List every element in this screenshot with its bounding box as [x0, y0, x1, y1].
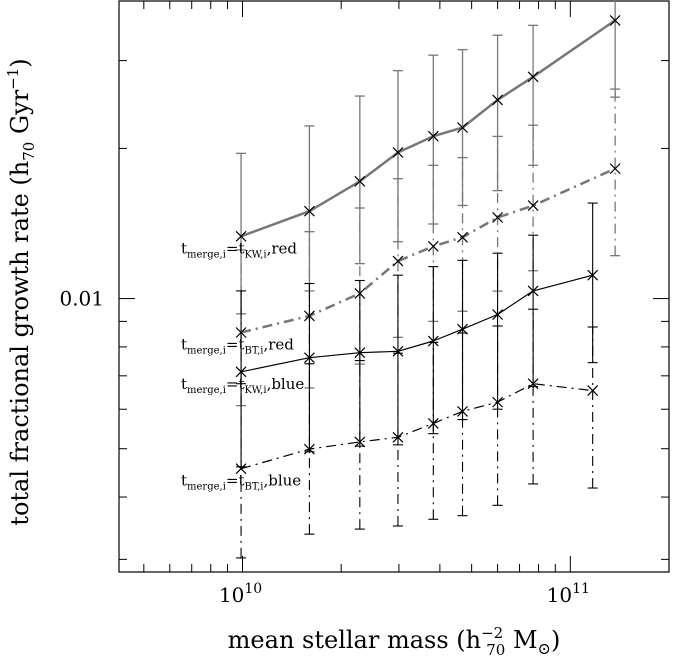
label-prefix: t	[181, 375, 187, 393]
y-axis-title: total fractional growth rate (h70 Gyr−1)	[4, 58, 38, 525]
kw-blue-line	[240, 274, 593, 373]
kw-blue-point	[587, 269, 599, 281]
label-suffix: ,red	[263, 335, 294, 353]
bt-blue-point	[527, 378, 539, 390]
label-prefix: t	[181, 335, 187, 353]
data-markers	[235, 15, 621, 475]
kw-red-line	[240, 19, 616, 238]
label-suffix: ,blue	[267, 375, 305, 393]
bt-red-point	[609, 163, 621, 175]
bt-red-point	[392, 255, 404, 267]
x-axis-base: mean stellar mass (h	[228, 626, 481, 654]
y-tick-label: 0.01	[59, 287, 104, 311]
kw-red-point	[354, 175, 366, 187]
bt-blue-line	[240, 383, 593, 470]
y-axis-sup: −1	[4, 68, 22, 90]
bt-blue-point	[303, 443, 315, 455]
bt-blue-point	[492, 396, 504, 408]
label-eq-sub: KW,i	[245, 249, 267, 260]
y-axis-close: )	[6, 58, 34, 67]
kw-blue-label: tmerge,i=tKW,i,blue	[181, 375, 304, 396]
label-eq-sub: BT,i	[245, 482, 264, 493]
label-prefix-sub: merge,i	[187, 249, 226, 260]
kw-red-point	[609, 15, 621, 26]
label-prefix-sub: merge,i	[187, 345, 226, 356]
bt-blue-point	[235, 463, 247, 475]
x-tick-mantissa: 10	[219, 583, 244, 607]
kw-blue-point	[527, 285, 539, 297]
label-eq: =t	[226, 335, 245, 353]
bt-red-point	[527, 200, 539, 212]
x-tick-mantissa: 10	[547, 583, 572, 607]
x-axis-close: )	[551, 626, 560, 654]
kw-red-point	[457, 122, 468, 134]
bt-blue-point	[354, 436, 366, 448]
x-axis-sub: 70	[486, 641, 505, 658]
bt-red-point	[492, 212, 504, 223]
label-eq-sub: BT,i	[245, 345, 264, 356]
kw-blue-point	[457, 323, 468, 335]
kw-blue-point	[492, 309, 504, 320]
y-axis-base: total fractional growth rate (h	[6, 161, 34, 526]
label-eq: =t	[226, 375, 245, 393]
bt-red-point	[235, 327, 247, 338]
kw-red-point	[235, 230, 247, 242]
x-tick-label: 1011	[547, 581, 590, 607]
bt-red-point	[303, 310, 315, 322]
plot-frame	[118, 0, 670, 573]
label-eq: =t	[226, 472, 245, 490]
x-axis-sup: −2	[481, 624, 503, 642]
bt-red-point	[427, 240, 439, 252]
label-prefix: t	[181, 472, 187, 490]
kw-blue-point	[354, 347, 366, 359]
kw-red-point	[492, 94, 504, 106]
bt-red-line	[240, 167, 616, 334]
kw-blue-point	[392, 345, 404, 357]
kw-blue-point	[235, 366, 247, 378]
error-bars	[236, 0, 621, 559]
axis-ticks	[119, 1, 670, 572]
label-prefix: t	[181, 239, 187, 257]
series-labels: tmerge,i=tKW,i,redtmerge,i=tBT,i,redtmer…	[181, 239, 304, 492]
label-eq: =t	[226, 239, 245, 257]
x-tick-exponent: 10	[244, 581, 262, 597]
bt-red-label: tmerge,i=tBT,i,red	[181, 335, 294, 356]
x-axis-sun: ⊙	[538, 639, 551, 658]
y-axis-mid: Gyr	[6, 89, 34, 141]
kw-blue-point	[303, 352, 315, 364]
bt-blue-point	[587, 385, 599, 396]
kw-blue-point	[427, 335, 439, 347]
bt-blue-point	[392, 431, 404, 443]
bt-red-point	[457, 231, 468, 243]
kw-red-point	[392, 147, 404, 158]
x-axis-tail: M	[505, 626, 537, 654]
label-suffix: ,red	[267, 239, 298, 257]
label-eq-sub: KW,i	[245, 385, 267, 396]
x-tick-exponent: 11	[572, 581, 590, 597]
kw-red-point	[527, 71, 539, 83]
axis-titles: mean stellar mass (h−2 70 M⊙)total fracti…	[4, 58, 560, 658]
bt-red-point	[354, 288, 366, 299]
kw-red-point	[303, 205, 315, 217]
series-lines	[240, 19, 616, 470]
label-prefix-sub: merge,i	[187, 482, 226, 493]
kw-red-label: tmerge,i=tKW,i,red	[181, 239, 297, 260]
label-prefix-sub: merge,i	[187, 385, 226, 396]
x-tick-label: 1010	[219, 581, 262, 607]
label-suffix: ,blue	[263, 472, 301, 490]
kw-red-point	[427, 130, 439, 142]
x-axis-title: mean stellar mass (h−2 70 M⊙)	[228, 624, 561, 658]
bt-blue-label: tmerge,i=tBT,i,blue	[181, 472, 301, 493]
y-axis-sub: 70	[20, 142, 38, 161]
bt-blue-point	[427, 417, 439, 429]
bt-blue-point	[457, 405, 468, 417]
